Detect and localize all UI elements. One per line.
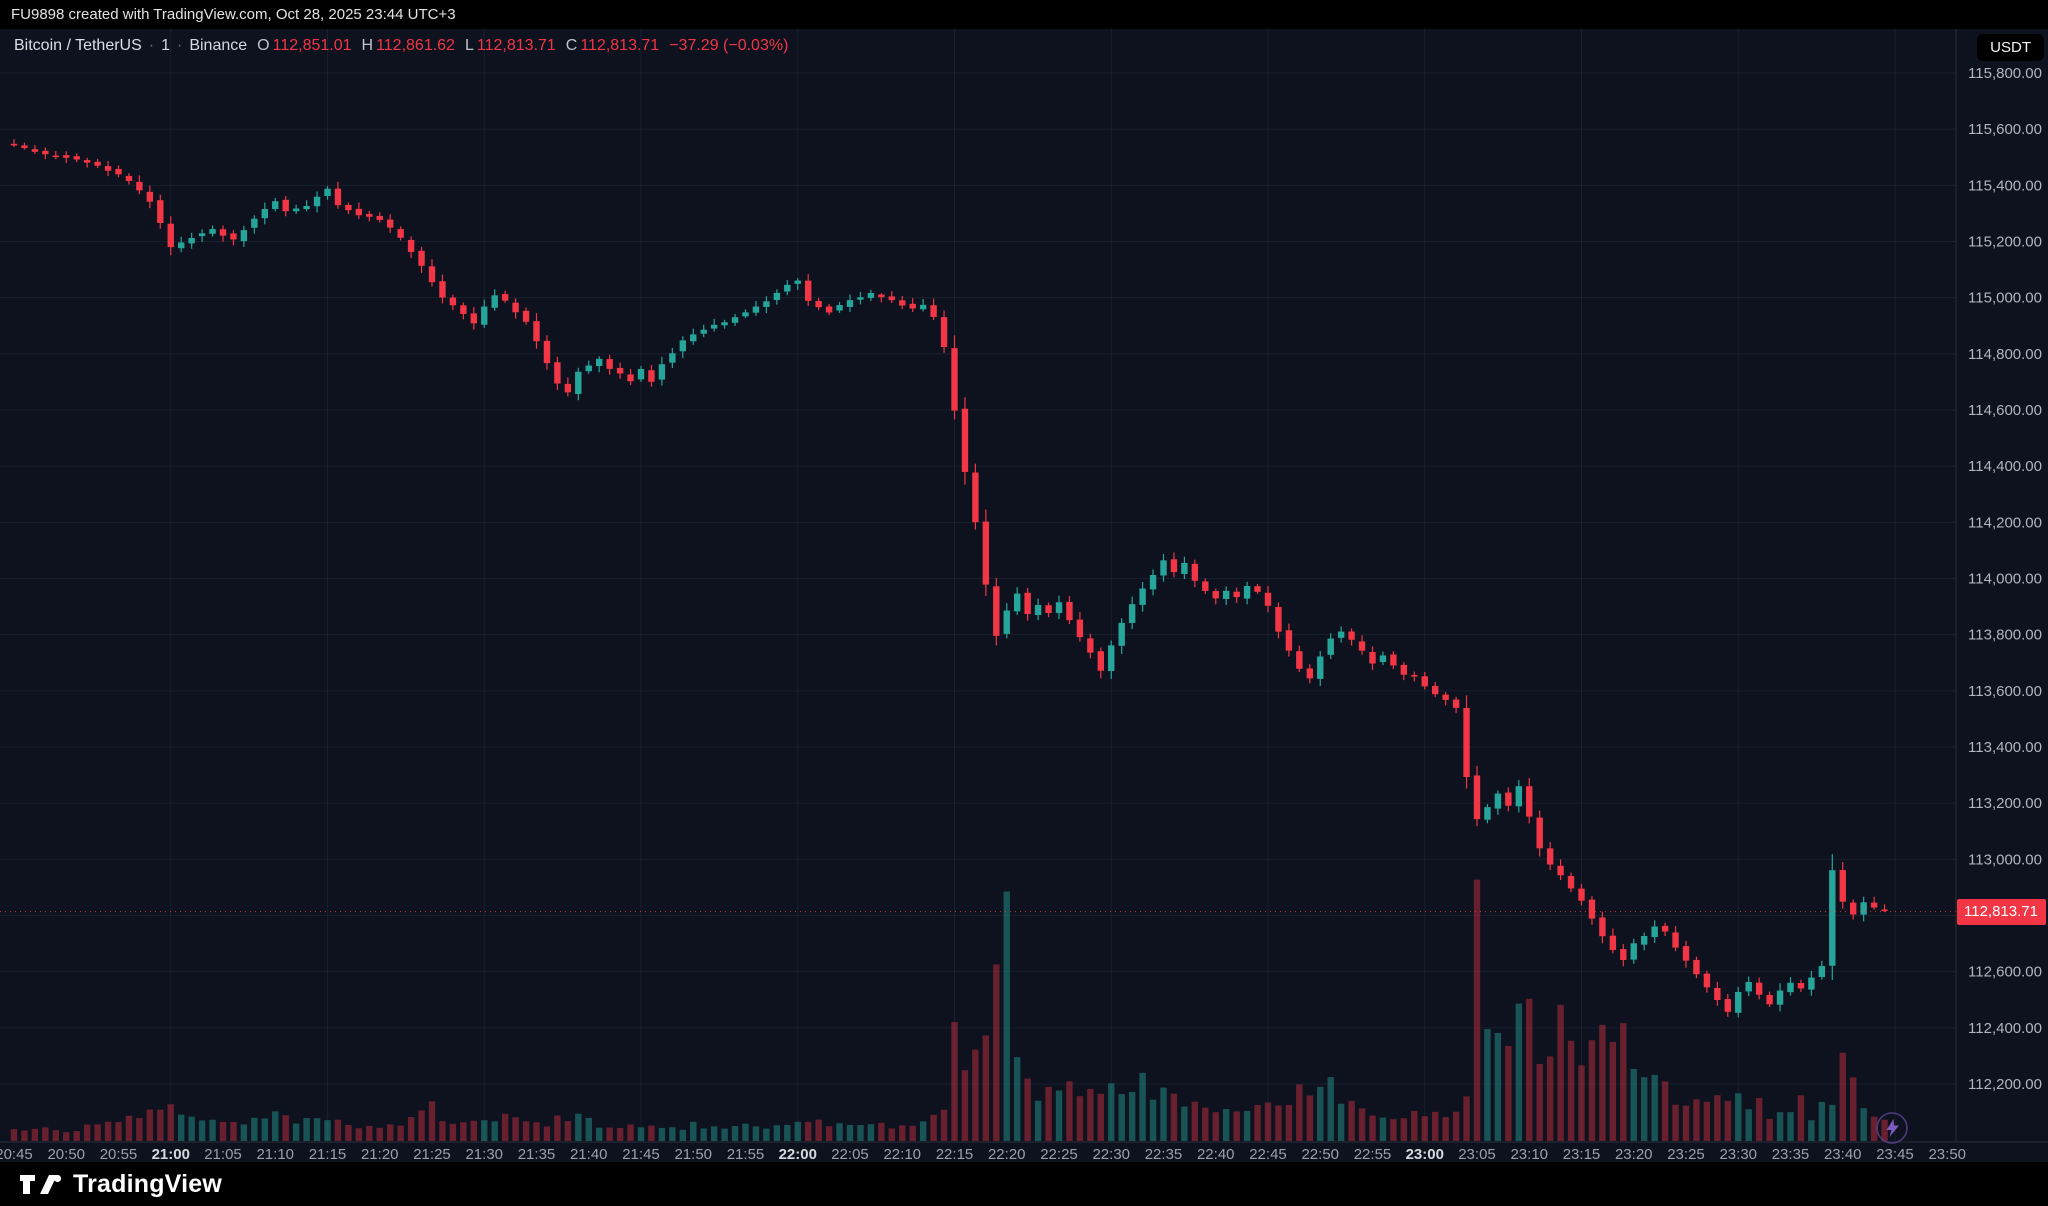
svg-text:113,200.00: 113,200.00 bbox=[1968, 795, 2042, 812]
svg-text:22:30: 22:30 bbox=[1092, 1146, 1130, 1162]
svg-text:23:20: 23:20 bbox=[1615, 1146, 1653, 1162]
exchange-label: Binance bbox=[189, 37, 248, 54]
change-value: −37.29 (−0.03%) bbox=[669, 37, 789, 54]
high-label: H bbox=[361, 37, 374, 54]
close-value: 112,813.71 bbox=[580, 37, 660, 54]
attribution-bar: FU9898 created with TradingView.com, Oct… bbox=[0, 0, 2048, 29]
svg-text:21:45: 21:45 bbox=[622, 1146, 660, 1162]
svg-text:22:20: 22:20 bbox=[988, 1146, 1026, 1162]
svg-text:112,200.00: 112,200.00 bbox=[1968, 1076, 2042, 1093]
time-axis-labels[interactable]: 20:45 20:50 20:55 21:00 21:05 21:10 21:15 21:20… bbox=[0, 1146, 1966, 1162]
svg-text:115,200.00: 115,200.00 bbox=[1968, 234, 2042, 251]
svg-text:114,400.00: 114,400.00 bbox=[1968, 458, 2042, 475]
svg-text:115,800.00: 115,800.00 bbox=[1968, 65, 2042, 82]
svg-text:114,200.00: 114,200.00 bbox=[1968, 514, 2042, 531]
close-label: C bbox=[565, 37, 578, 54]
svg-text:112,400.00: 112,400.00 bbox=[1968, 1020, 2042, 1037]
svg-text:22:55: 22:55 bbox=[1354, 1146, 1392, 1162]
svg-text:23:30: 23:30 bbox=[1719, 1146, 1757, 1162]
svg-text:114,000.00: 114,000.00 bbox=[1968, 571, 2042, 588]
chart-region[interactable]: 115,800.00 115,600.00 115,400.00 115,200.00… bbox=[0, 29, 2048, 1162]
svg-text:22:50: 22:50 bbox=[1301, 1146, 1339, 1162]
svg-text:21:50: 21:50 bbox=[674, 1146, 712, 1162]
svg-text:22:15: 22:15 bbox=[936, 1146, 974, 1162]
svg-text:113,400.00: 113,400.00 bbox=[1968, 739, 2042, 756]
symbol-name[interactable]: Bitcoin / TetherUS bbox=[14, 37, 142, 54]
svg-text:23:00: 23:00 bbox=[1406, 1146, 1444, 1162]
svg-text:22:45: 22:45 bbox=[1249, 1146, 1287, 1162]
last-price-tag: 112,813.71 bbox=[1957, 899, 2046, 925]
tradingview-wordmark[interactable]: TradingView bbox=[73, 1169, 223, 1198]
svg-text:114,600.00: 114,600.00 bbox=[1968, 402, 2042, 419]
instant-trading-button[interactable] bbox=[1875, 1111, 1909, 1145]
open-value: 112,851.01 bbox=[272, 37, 352, 54]
svg-text:22:05: 22:05 bbox=[831, 1146, 869, 1162]
interval-label[interactable]: 1 bbox=[161, 37, 170, 54]
svg-text:23:25: 23:25 bbox=[1667, 1146, 1705, 1162]
low-value: 112,813.71 bbox=[476, 37, 556, 54]
svg-text:21:10: 21:10 bbox=[256, 1146, 294, 1162]
svg-text:23:05: 23:05 bbox=[1458, 1146, 1496, 1162]
open-label: O bbox=[257, 37, 270, 54]
svg-text:21:55: 21:55 bbox=[727, 1146, 765, 1162]
svg-text:114,800.00: 114,800.00 bbox=[1968, 346, 2042, 363]
svg-text:21:20: 21:20 bbox=[361, 1146, 399, 1162]
svg-text:115,000.00: 115,000.00 bbox=[1968, 290, 2042, 307]
svg-text:20:50: 20:50 bbox=[47, 1146, 85, 1162]
svg-text:23:45: 23:45 bbox=[1876, 1146, 1914, 1162]
svg-text:115,600.00: 115,600.00 bbox=[1968, 121, 2042, 138]
svg-text:113,800.00: 113,800.00 bbox=[1968, 627, 2042, 644]
svg-text:23:10: 23:10 bbox=[1510, 1146, 1548, 1162]
svg-text:112,600.00: 112,600.00 bbox=[1968, 964, 2042, 981]
svg-text:22:25: 22:25 bbox=[1040, 1146, 1078, 1162]
price-axis-labels[interactable]: 115,800.00 115,600.00 115,400.00 115,200.00… bbox=[1968, 65, 2042, 1093]
svg-text:23:35: 23:35 bbox=[1772, 1146, 1810, 1162]
svg-text:23:40: 23:40 bbox=[1824, 1146, 1862, 1162]
svg-text:21:30: 21:30 bbox=[465, 1146, 503, 1162]
attribution-text: FU9898 created with TradingView.com, Oct… bbox=[11, 6, 456, 23]
svg-text:115,400.00: 115,400.00 bbox=[1968, 177, 2042, 194]
svg-text:21:15: 21:15 bbox=[309, 1146, 347, 1162]
svg-text:21:40: 21:40 bbox=[570, 1146, 608, 1162]
svg-text:113,000.00: 113,000.00 bbox=[1968, 851, 2042, 868]
lightning-icon bbox=[1876, 1112, 1908, 1144]
svg-text:23:50: 23:50 bbox=[1928, 1146, 1966, 1162]
svg-text:22:10: 22:10 bbox=[883, 1146, 921, 1162]
svg-text:20:55: 20:55 bbox=[100, 1146, 138, 1162]
svg-text:113,600.00: 113,600.00 bbox=[1968, 683, 2042, 700]
svg-text:21:00: 21:00 bbox=[152, 1146, 190, 1162]
low-label: L bbox=[464, 37, 474, 54]
candle-series bbox=[10, 139, 1888, 1018]
svg-text:23:15: 23:15 bbox=[1563, 1146, 1601, 1162]
svg-text:20:45: 20:45 bbox=[0, 1146, 33, 1162]
symbol-legend[interactable]: Bitcoin / TetherUS · 1 · Binance O 112,85… bbox=[14, 37, 788, 55]
svg-text:22:40: 22:40 bbox=[1197, 1146, 1235, 1162]
chart-canvas[interactable]: 115,800.00 115,600.00 115,400.00 115,200.00… bbox=[0, 29, 2048, 1162]
volume-series bbox=[10, 879, 1888, 1141]
legend-separator: · bbox=[177, 37, 183, 54]
svg-text:22:35: 22:35 bbox=[1145, 1146, 1183, 1162]
svg-text:21:25: 21:25 bbox=[413, 1146, 451, 1162]
svg-text:21:35: 21:35 bbox=[518, 1146, 556, 1162]
grid bbox=[0, 29, 1956, 1142]
high-value: 112,861.62 bbox=[376, 37, 455, 54]
svg-text:22:00: 22:00 bbox=[779, 1146, 817, 1162]
footer-bar: TradingView bbox=[0, 1162, 2048, 1206]
tradingview-logo-icon[interactable] bbox=[18, 1170, 62, 1198]
currency-unit-button[interactable]: USDT bbox=[1977, 34, 2044, 61]
legend-separator: · bbox=[148, 37, 155, 54]
svg-text:21:05: 21:05 bbox=[204, 1146, 242, 1162]
